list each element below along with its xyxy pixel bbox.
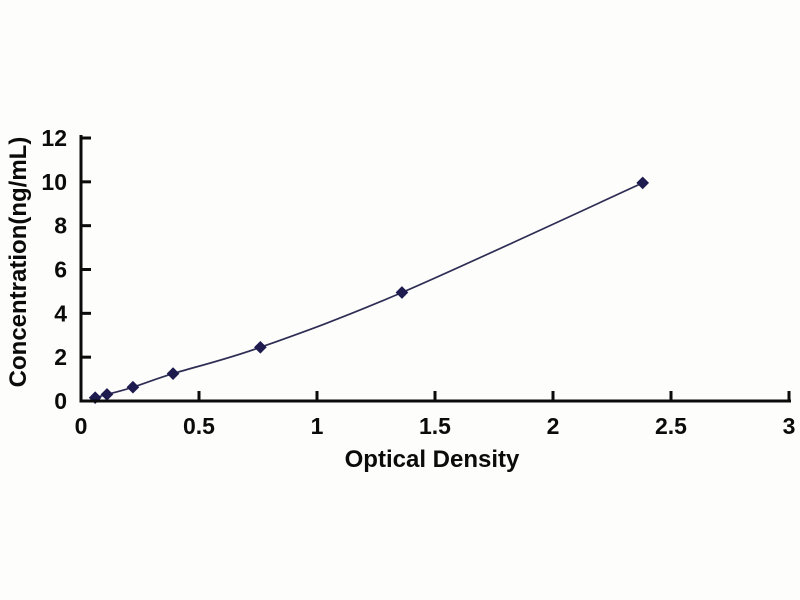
x-tick-label: 0 [75,413,88,439]
x-tick-label: 3 [783,413,796,439]
axes-lines [79,135,791,403]
y-tick-label: 12 [41,125,67,151]
x-tick-label: 2.5 [655,413,687,439]
x-tick-label: 2 [547,413,560,439]
y-tick-label: 0 [54,388,67,414]
data-point-marker [395,286,409,299]
y-tick-label: 8 [54,213,67,239]
x-tick-label: 0.5 [183,413,215,439]
data-point-marker [100,388,114,401]
data-point-marker [636,176,650,190]
y-tick-label: 4 [54,300,67,326]
x-tick-label: 1 [311,413,324,439]
y-axis-title: Concentration(ng/mL) [5,137,32,388]
series-line [94,182,644,399]
data-point-marker [126,380,140,394]
x-axis-title: Optical Density [345,446,520,473]
plot-layer: 0 2 4 6 8 10 12 0 0.5 1 1.5 2 2.5 3 [41,125,795,439]
y-tick-label: 2 [54,344,67,370]
y-tick-label: 10 [41,169,67,195]
data-point-marker [166,367,180,380]
data-point-marker [254,340,267,354]
x-tick-label: 1.5 [419,413,451,439]
y-tick-label: 6 [54,257,67,283]
